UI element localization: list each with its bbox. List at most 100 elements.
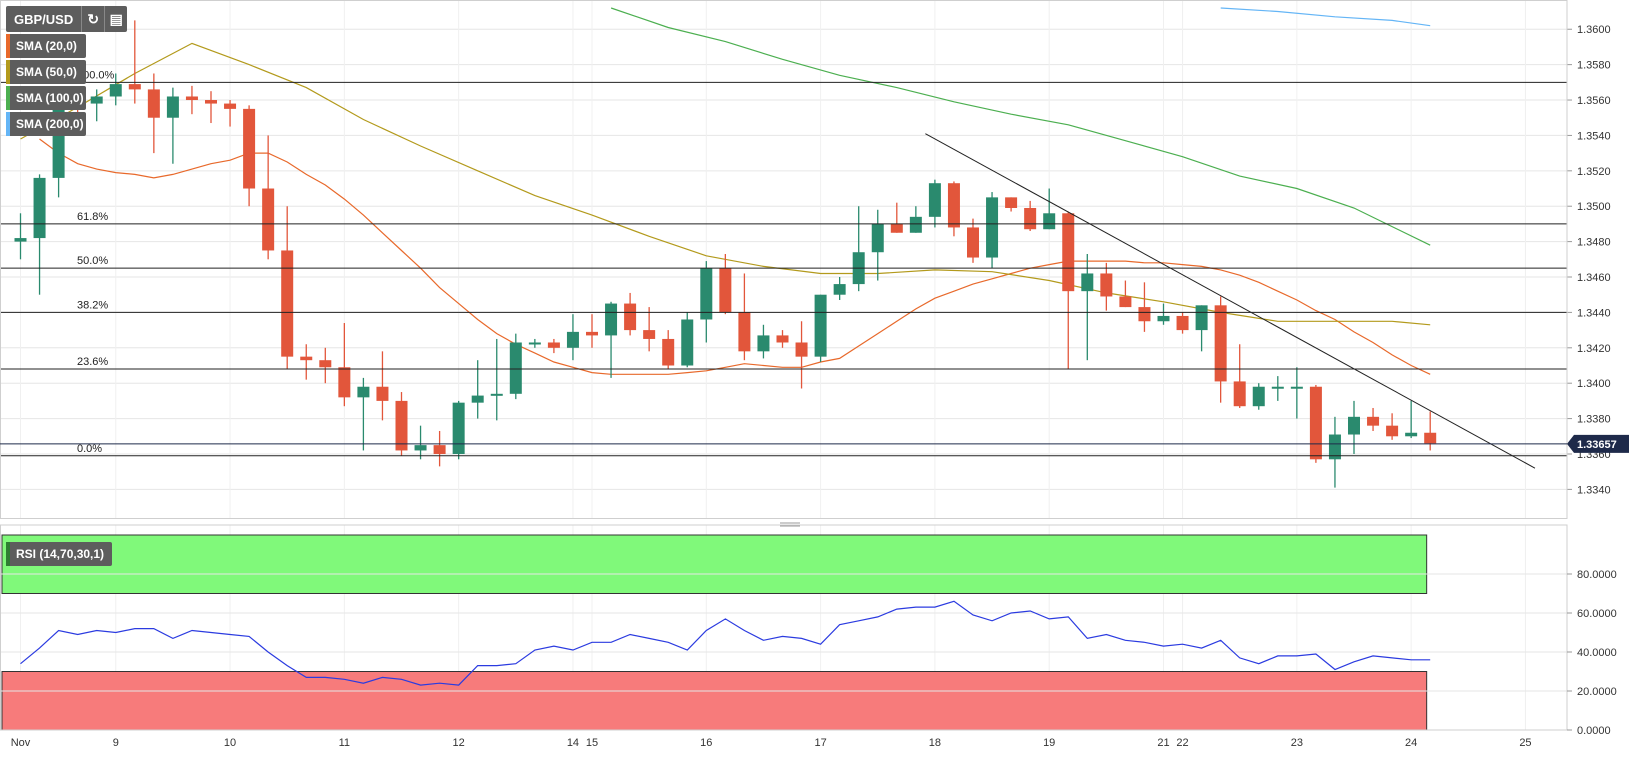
fib-level-label: 50.0% <box>77 255 108 267</box>
time-tick-label: 12 <box>453 737 465 749</box>
sma100-label: SMA (100,0) <box>16 91 84 105</box>
time-tick-label: 15 <box>586 737 598 749</box>
fib-level-label: 38.2% <box>77 299 108 311</box>
sma200-swatch <box>6 112 10 136</box>
candle-body <box>890 223 903 233</box>
rsi-tick-label: 20.0000 <box>1577 686 1617 698</box>
candle-body <box>471 395 484 403</box>
time-tick-label: 9 <box>113 737 119 749</box>
candle <box>376 351 389 421</box>
candle-body <box>1214 305 1227 382</box>
candle-body <box>795 342 808 357</box>
candle <box>452 400 465 460</box>
candle-body <box>871 223 884 253</box>
candle <box>281 206 294 370</box>
candle-body <box>624 303 637 331</box>
sma20-swatch <box>6 34 10 58</box>
fib-level-label: 61.8% <box>77 211 108 223</box>
candle-body <box>586 331 598 336</box>
candle <box>395 392 408 456</box>
candle <box>662 330 675 370</box>
rsi-legend[interactable]: RSI (14,70,30,1) <box>6 542 113 566</box>
time-tick-label: 11 <box>339 737 350 749</box>
candle <box>1195 305 1208 352</box>
sma20-legend[interactable]: SMA (20,0) <box>6 34 86 58</box>
fib-level-label: 23.6% <box>77 356 108 368</box>
sma100-legend[interactable]: SMA (100,0) <box>6 86 86 110</box>
time-tick-label: 19 <box>1043 737 1055 749</box>
candle-body <box>281 250 294 357</box>
candle <box>166 87 179 164</box>
candle <box>205 91 217 124</box>
candle <box>14 213 27 260</box>
candle <box>547 338 560 354</box>
candle <box>1005 197 1018 212</box>
candle-body <box>1138 307 1151 322</box>
rsi-line-group <box>20 600 1431 686</box>
candle <box>1233 344 1246 408</box>
candle <box>1100 262 1113 311</box>
sma200-line <box>1220 7 1431 27</box>
candle-body <box>1005 197 1018 208</box>
candle <box>1062 211 1075 370</box>
candle-body <box>1424 432 1437 444</box>
sma200-legend[interactable]: SMA (200,0) <box>6 112 86 136</box>
candle <box>1081 254 1094 361</box>
rsi-tick-label: 40.0000 <box>1577 647 1617 659</box>
trendline <box>925 133 1536 469</box>
symbol-box[interactable]: GBP/USD ↻ ▤ <box>6 6 128 32</box>
candle-body <box>643 330 656 339</box>
rsi-line <box>20 600 1431 686</box>
sma50-legend[interactable]: SMA (50,0) <box>6 60 86 84</box>
current-price-tag <box>1567 434 1629 453</box>
candle <box>300 344 313 380</box>
time-tick-label: 24 <box>1405 737 1417 749</box>
candle-body <box>1081 273 1094 292</box>
candle-body <box>700 268 713 320</box>
candle-body <box>1157 315 1170 322</box>
candle-body <box>224 103 237 109</box>
current-price-label: 1.33657 <box>1577 439 1617 451</box>
time-tick-label: 10 <box>224 737 236 749</box>
rsi-tick-label: 0.0000 <box>1577 725 1611 737</box>
candle <box>262 135 275 260</box>
candle-body <box>14 238 27 242</box>
candle-body <box>1119 296 1132 308</box>
sma100-line <box>610 7 1431 246</box>
candle <box>928 179 941 228</box>
candle-body <box>1328 434 1341 460</box>
calendar-icon[interactable]: ▤ <box>104 6 127 32</box>
candle-body <box>814 294 827 357</box>
candle-body <box>1176 315 1189 331</box>
candle-body <box>738 312 751 352</box>
rsi-overbought-zone <box>1 534 1428 594</box>
candle <box>719 254 732 315</box>
candle <box>1252 383 1265 410</box>
candle-body <box>1233 381 1246 407</box>
candle-body <box>757 335 770 352</box>
candle-body <box>909 216 922 233</box>
rsi-tick-label: 60.0000 <box>1577 608 1617 620</box>
rsi-zones <box>1 534 1428 731</box>
trendline-group <box>925 133 1536 469</box>
time-tick-label: 16 <box>700 737 712 749</box>
candle <box>1157 303 1170 325</box>
candle-body <box>605 303 618 336</box>
candle-body <box>681 319 694 366</box>
candle <box>147 73 160 154</box>
candle <box>1138 282 1151 332</box>
refresh-icon[interactable]: ↻ <box>81 6 104 32</box>
candle-body <box>547 342 560 348</box>
candle-body <box>1271 386 1284 389</box>
candle-body <box>166 96 179 118</box>
price-tick-label: 1.3480 <box>1577 237 1611 249</box>
candle <box>643 307 656 352</box>
candle-body <box>433 445 446 454</box>
candle <box>490 338 503 421</box>
candle <box>1424 411 1437 451</box>
rsi-tick-label: 80.0000 <box>1577 569 1617 581</box>
candle-body <box>414 445 427 451</box>
axes: 1.33401.33601.33801.34001.34201.34401.34… <box>0 0 1617 749</box>
candle-body <box>528 342 541 345</box>
